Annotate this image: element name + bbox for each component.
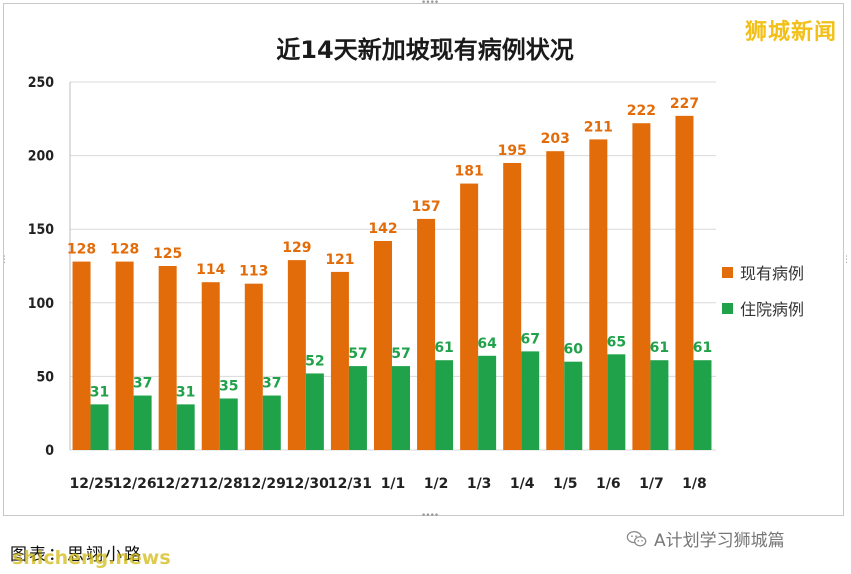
x-tick-label: 12/25 bbox=[69, 476, 113, 492]
bar-hospital bbox=[262, 395, 281, 450]
bar-current bbox=[417, 218, 436, 450]
data-label-hospital: 57 bbox=[391, 346, 410, 362]
x-tick-label: 1/5 bbox=[553, 476, 578, 492]
bar-current bbox=[546, 151, 565, 450]
x-tick-label: 1/2 bbox=[424, 476, 449, 492]
chart-title: 近14天新加坡现有病例状况 bbox=[276, 36, 574, 64]
bar-current bbox=[675, 115, 694, 450]
data-label-hospital: 57 bbox=[348, 346, 367, 362]
bar-hospital bbox=[650, 360, 669, 450]
data-label-current: 125 bbox=[153, 246, 182, 262]
data-label-current: 195 bbox=[498, 143, 527, 159]
data-label-current: 129 bbox=[282, 240, 311, 256]
legend: 现有病例 住院病例 bbox=[722, 262, 804, 334]
data-label-current: 157 bbox=[411, 199, 440, 215]
data-label-current: 181 bbox=[455, 164, 484, 180]
y-tick-label: 200 bbox=[28, 149, 55, 165]
resize-handle-right[interactable]: ⋮ bbox=[842, 255, 851, 265]
legend-item-hospital: 住院病例 bbox=[722, 298, 805, 319]
bar-current bbox=[374, 240, 392, 450]
x-tick-label: 1/6 bbox=[596, 476, 621, 492]
bar-hospital bbox=[305, 373, 324, 450]
data-label-hospital: 64 bbox=[477, 336, 497, 352]
wechat-account-name: A计划学习狮城篇 bbox=[654, 531, 785, 551]
x-tick-label: 12/28 bbox=[199, 476, 243, 492]
site-watermark: shicheng.news bbox=[12, 547, 171, 569]
wechat-watermark: A计划学习狮城篇 bbox=[626, 526, 785, 551]
legend-item-current: 现有病例 bbox=[722, 262, 805, 283]
data-label-current: 222 bbox=[627, 103, 656, 119]
x-tick-label: 1/1 bbox=[381, 476, 406, 492]
data-label-hospital: 61 bbox=[693, 340, 712, 356]
legend-label-current: 现有病例 bbox=[740, 264, 805, 283]
bar-current bbox=[632, 123, 651, 450]
bar-current bbox=[158, 266, 177, 450]
data-label-current: 128 bbox=[110, 242, 139, 258]
x-tick-label: 12/30 bbox=[285, 476, 329, 492]
chart-caption: 图表：思翊小路 bbox=[10, 545, 143, 565]
data-label-hospital: 37 bbox=[262, 376, 281, 392]
bar-hospital bbox=[348, 366, 367, 450]
bar-hospital bbox=[176, 404, 195, 450]
data-label-current: 211 bbox=[584, 119, 613, 135]
data-label-hospital: 65 bbox=[607, 334, 626, 350]
bar-hospital bbox=[435, 360, 454, 450]
data-label-current: 128 bbox=[67, 242, 96, 258]
x-tick-label: 12/27 bbox=[156, 476, 200, 492]
bar-current bbox=[330, 271, 349, 450]
bar-hospital bbox=[219, 398, 238, 450]
bar-hospital bbox=[693, 360, 712, 450]
bar-hospital bbox=[133, 395, 152, 450]
x-tick-label: 1/8 bbox=[682, 476, 707, 492]
bar-current bbox=[201, 282, 220, 450]
legend-swatch-current bbox=[722, 266, 733, 278]
x-tick-label: 12/31 bbox=[328, 476, 372, 492]
bar-current bbox=[244, 283, 263, 450]
bar-hospital bbox=[90, 404, 109, 450]
x-tick-label: 12/29 bbox=[242, 476, 286, 492]
bar-current bbox=[503, 162, 522, 450]
bar-hospital bbox=[521, 351, 540, 450]
x-tick-label: 1/7 bbox=[639, 476, 664, 492]
y-tick-label: 100 bbox=[28, 296, 55, 312]
data-label-current: 113 bbox=[239, 264, 268, 280]
data-label-hospital: 31 bbox=[176, 384, 195, 400]
bar-hospital bbox=[607, 354, 626, 450]
x-tick-label: 1/4 bbox=[510, 476, 535, 492]
data-label-current: 203 bbox=[541, 131, 570, 147]
bar-hospital bbox=[478, 355, 497, 450]
bar-current bbox=[287, 260, 306, 450]
bar-hospital bbox=[392, 366, 410, 450]
legend-swatch-hospital bbox=[722, 302, 733, 314]
data-label-hospital: 61 bbox=[650, 340, 669, 356]
bar-current bbox=[460, 183, 479, 450]
bar-current bbox=[115, 261, 134, 450]
resize-handle-left[interactable]: ⋮ bbox=[0, 255, 9, 265]
data-label-current: 142 bbox=[368, 221, 397, 237]
data-label-hospital: 60 bbox=[564, 342, 584, 358]
y-tick-label: 250 bbox=[28, 75, 55, 91]
data-label-hospital: 31 bbox=[90, 384, 109, 400]
bar-current bbox=[72, 261, 91, 450]
data-label-hospital: 67 bbox=[520, 331, 539, 347]
y-tick-label: 150 bbox=[28, 222, 55, 238]
x-tick-label: 1/3 bbox=[467, 476, 492, 492]
data-label-current: 227 bbox=[670, 96, 699, 112]
data-label-hospital: 61 bbox=[434, 340, 453, 356]
x-tick-label: 12/26 bbox=[113, 476, 157, 492]
wechat-icon bbox=[626, 530, 647, 547]
bar-current bbox=[589, 139, 608, 450]
bar-hospital bbox=[564, 361, 583, 450]
legend-label-hospital: 住院病例 bbox=[740, 300, 805, 319]
data-label-hospital: 37 bbox=[133, 376, 152, 392]
data-label-current: 121 bbox=[325, 252, 354, 268]
y-tick-label: 50 bbox=[36, 369, 54, 385]
data-label-hospital: 52 bbox=[305, 353, 324, 369]
y-tick-label: 0 bbox=[45, 443, 54, 459]
brand-watermark: 狮城新闻 bbox=[744, 20, 837, 45]
data-label-hospital: 35 bbox=[219, 378, 238, 394]
data-label-current: 114 bbox=[196, 262, 225, 278]
